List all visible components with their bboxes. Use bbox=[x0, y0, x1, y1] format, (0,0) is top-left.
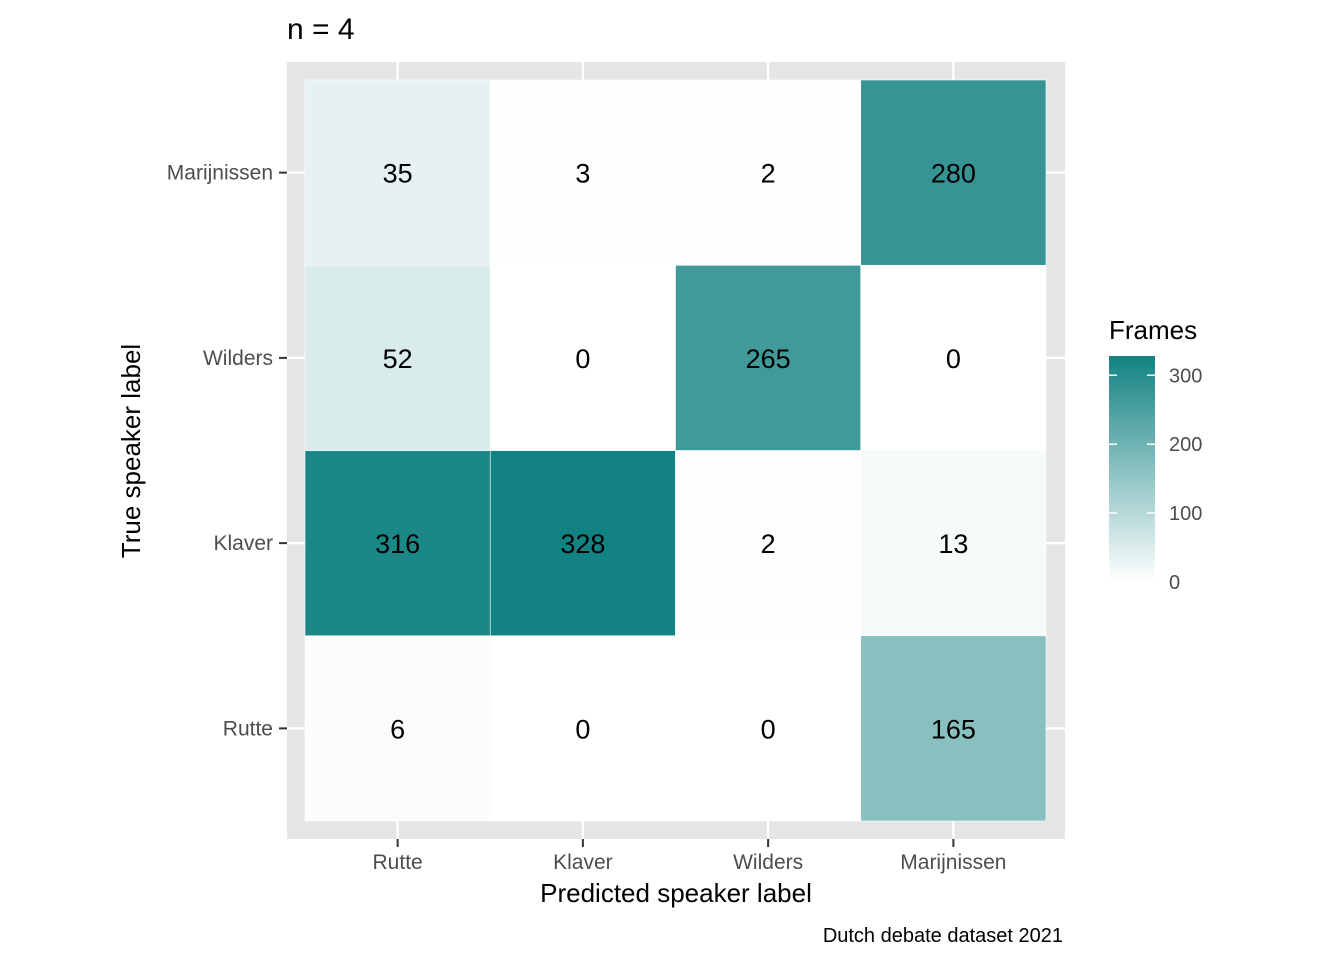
legend-title: Frames bbox=[1109, 315, 1197, 345]
y-tick-label-klaver: Klaver bbox=[213, 532, 273, 555]
y-axis: Rutte Klaver Wilders Marijnissen bbox=[167, 162, 287, 740]
cell-value-label: 316 bbox=[375, 529, 420, 559]
heatmap-cell-wilders-klaver bbox=[489, 264, 676, 451]
legend-tick-label: 300 bbox=[1169, 365, 1202, 387]
heatmap-cell-marijnissen-wilders bbox=[675, 79, 862, 266]
x-axis-title: Predicted speaker label bbox=[540, 878, 812, 908]
heatmap-cell-marijnissen-rutte bbox=[304, 79, 491, 266]
legend-ticks: 0 100 200 300 bbox=[1109, 365, 1202, 594]
y-tick-label-marijnissen: Marijnissen bbox=[167, 162, 273, 185]
cell-value-label: 2 bbox=[761, 529, 776, 559]
heatmap-cell-rutte-klaver bbox=[489, 635, 676, 822]
y-tick-label-wilders: Wilders bbox=[203, 347, 273, 370]
cell-value-label: 13 bbox=[938, 529, 968, 559]
heatmap-cell-wilders-wilders bbox=[675, 264, 862, 451]
cell-value-label: 165 bbox=[931, 714, 976, 744]
cell-value-label: 3 bbox=[575, 159, 590, 189]
cell-value-label: 0 bbox=[946, 344, 961, 374]
cell-value-label: 280 bbox=[931, 159, 976, 189]
legend-colorbar bbox=[1109, 356, 1155, 582]
heatmap-cells bbox=[304, 79, 1047, 822]
y-axis-title: True speaker label bbox=[116, 344, 146, 558]
y-tick-label-rutte: Rutte bbox=[223, 717, 273, 740]
x-tick-label-klaver: Klaver bbox=[553, 851, 613, 874]
heatmap-cell-wilders-marijnissen bbox=[860, 264, 1047, 451]
legend-tick-label: 100 bbox=[1169, 503, 1202, 525]
heatmap-cell-klaver-marijnissen bbox=[860, 450, 1047, 637]
heatmap-cell-klaver-klaver bbox=[489, 450, 676, 637]
cell-value-label: 0 bbox=[761, 714, 776, 744]
heatmap-cell-klaver-wilders bbox=[675, 450, 862, 637]
cell-value-labels: 6 0 0 165 316 328 2 13 52 0 265 0 35 3 2 280 bbox=[375, 159, 976, 745]
cell-value-label: 328 bbox=[560, 529, 605, 559]
heatmap-cell-marijnissen-marijnissen bbox=[860, 79, 1047, 266]
x-tick-label-wilders: Wilders bbox=[733, 851, 803, 874]
heatmap-cell-rutte-marijnissen bbox=[860, 635, 1047, 822]
heatmap-cell-wilders-rutte bbox=[304, 264, 491, 451]
cell-value-label: 35 bbox=[383, 159, 413, 189]
cell-value-label: 2 bbox=[761, 159, 776, 189]
x-axis: Rutte Klaver Wilders Marijnissen bbox=[373, 839, 1006, 874]
legend-tick-label: 0 bbox=[1169, 572, 1180, 594]
heatmap-cell-rutte-rutte bbox=[304, 635, 491, 822]
heatmap-cell-marijnissen-klaver bbox=[489, 79, 676, 266]
chart-title: n = 4 bbox=[287, 13, 355, 46]
cell-value-label: 0 bbox=[575, 344, 590, 374]
cell-value-label: 265 bbox=[746, 344, 791, 374]
cell-value-label: 52 bbox=[383, 344, 413, 374]
caption: Dutch debate dataset 2021 bbox=[823, 925, 1063, 947]
legend-tick-label: 200 bbox=[1169, 434, 1202, 456]
cell-value-label: 6 bbox=[390, 714, 405, 744]
heatmap-cell-rutte-wilders bbox=[675, 635, 862, 822]
cell-value-label: 0 bbox=[575, 714, 590, 744]
x-tick-label-rutte: Rutte bbox=[373, 851, 423, 874]
legend: Frames 0 100 200 300 bbox=[1109, 315, 1202, 594]
heatmap-cell-klaver-rutte bbox=[304, 450, 491, 637]
x-tick-label-marijnissen: Marijnissen bbox=[900, 851, 1006, 874]
